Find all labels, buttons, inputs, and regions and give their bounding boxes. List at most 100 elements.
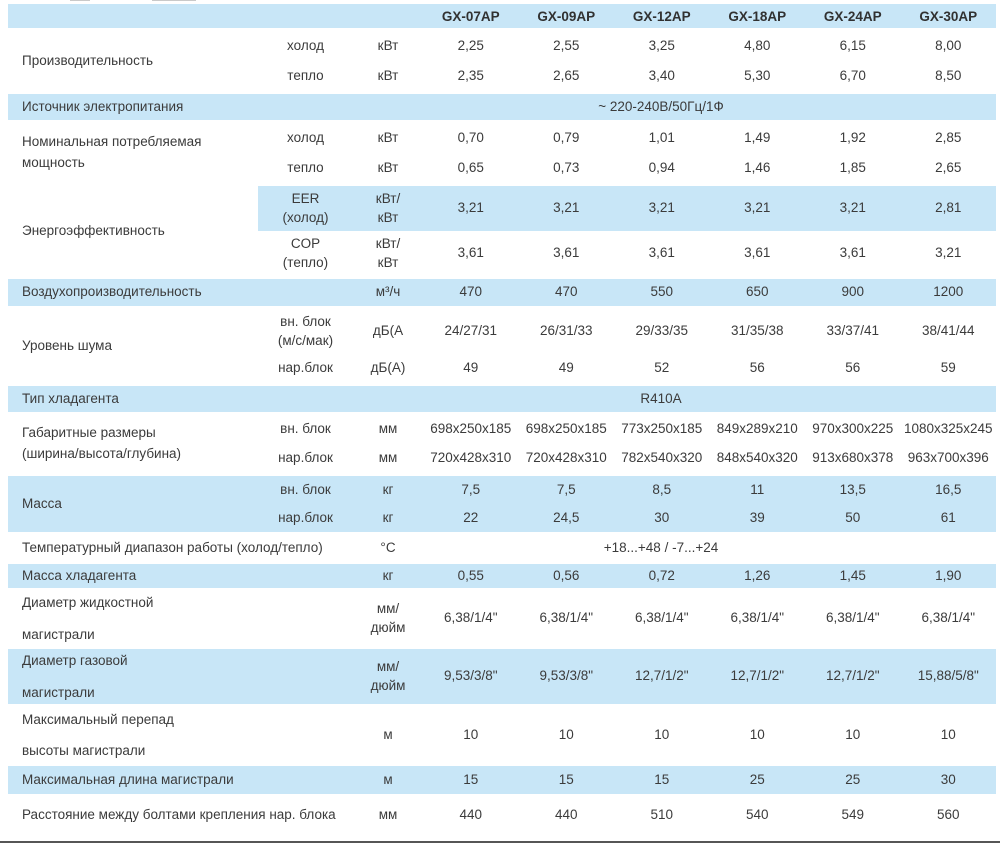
spec-label: Уровень шума (22, 337, 112, 353)
spec-unit: м (383, 771, 393, 787)
scan-artifact-line (70, 0, 90, 1)
spec-section: Максимальный перепад высоты магистрали м 1… (8, 707, 996, 763)
spec-value: 698x250x185 (525, 421, 607, 437)
spec-value: 12,7/1/2" (730, 668, 785, 684)
spec-value: 510 (650, 807, 674, 823)
spec-sublabel: вн. блок (280, 481, 331, 497)
spec-value: 3,21 (518, 186, 614, 231)
spec-unit: кг (382, 567, 394, 583)
spec-value: 30 (654, 509, 670, 525)
spec-value: 0,73 (553, 159, 580, 175)
model-header: GX-09AP (537, 8, 596, 24)
spec-value: 56 (845, 360, 861, 376)
spec-section: Источник электропитания ~ 220-240В/50Гц/1… (8, 94, 996, 120)
spec-value: 8,5 (652, 481, 672, 497)
spec-value: 560 (936, 807, 960, 823)
spec-value: 970x300x225 (812, 421, 894, 437)
spec-value: 1,45 (839, 567, 866, 583)
spec-value: 720x428x310 (525, 450, 607, 466)
spec-value: 3,21 (709, 186, 805, 231)
spec-value: 650 (745, 284, 769, 300)
spec-sublabel: холод (287, 37, 324, 53)
spec-sublabel: нар.блок (278, 450, 333, 466)
spec-value: 0,65 (457, 159, 484, 175)
spec-value: 24,5 (553, 509, 580, 525)
spec-unit: кг (382, 509, 394, 525)
spec-section: Тип хладагента R410A (8, 386, 996, 412)
spec-value: 10 (654, 726, 670, 742)
spec-unit: кг (382, 481, 394, 497)
spec-unit: мм (378, 807, 398, 823)
spec-label: Максимальная длина магистрали (22, 771, 234, 787)
spec-sublabel: нар.блок (278, 360, 333, 376)
spec-value: 2,25 (457, 37, 484, 53)
spec-section: Масса вн. блок кг 7,5 7,5 8,5 11 13,5 16,5 нар.бл… (8, 476, 996, 532)
spec-value: 3,21 (614, 186, 710, 231)
spec-value: 848x540x320 (716, 450, 798, 466)
spec-value: 3,61 (648, 245, 675, 261)
spec-label: Диаметр газовой магистрали (22, 653, 128, 700)
spec-value: 6,70 (839, 67, 866, 83)
spec-value: 1,49 (744, 129, 771, 145)
spec-value: 3,40 (648, 67, 675, 83)
spec-value: 1,90 (935, 567, 962, 583)
spec-value: 30 (940, 771, 956, 787)
spec-value: 7,5 (556, 481, 576, 497)
spec-value: 6,38/1/4" (443, 610, 498, 626)
spec-value: 0,79 (553, 129, 580, 145)
spec-section: Расстояние между болтами крепления нар. … (8, 797, 996, 834)
spec-label: Масса (22, 495, 62, 511)
spec-value: 6,15 (839, 37, 866, 53)
spec-value: 1,92 (839, 129, 866, 145)
spec-value-span: ~ 220-240В/50Гц/1Ф (598, 98, 724, 114)
spec-section: Масса хладагента кг 0,55 0,56 0,72 1,26 1,45 1,… (8, 564, 996, 588)
spec-unit: м³/ч (375, 284, 401, 300)
spec-section: Воздухопроизводительность м³/ч 470 470 550 65… (8, 279, 996, 306)
spec-value: 0,70 (457, 129, 484, 145)
bottom-border-line (0, 841, 1000, 843)
spec-unit: дБ(А (372, 323, 404, 339)
spec-unit: кВт (377, 67, 399, 83)
spec-unit: кВт/ кВт (375, 236, 401, 270)
spec-value: 25 (749, 771, 765, 787)
spec-value: 963x700x396 (907, 450, 989, 466)
spec-section: Уровень шума вн. блок (м/с/мак) дБ(А 24/27/… (8, 309, 996, 383)
spec-value: 3,61 (553, 245, 580, 261)
spec-value: 782x540x320 (621, 450, 703, 466)
model-header: GX-18AP (728, 8, 787, 24)
model-header: GX-07AP (441, 8, 500, 24)
spec-value: 5,30 (744, 67, 771, 83)
spec-section: Максимальная длина магистрали м 15 15 15 25 25… (8, 766, 996, 794)
spec-section: Производительность холод кВт 2,25 2,55 3,25 4,… (8, 31, 996, 91)
spec-value: 773x250x185 (621, 421, 703, 437)
spec-value: 56 (749, 360, 765, 376)
spec-value: 440 (459, 807, 483, 823)
spec-value: 8,00 (935, 37, 962, 53)
spec-label: Энергоэффективность (22, 222, 165, 238)
spec-unit: мм (378, 450, 398, 466)
spec-sublabel: нар.блок (278, 509, 333, 525)
spec-label: Максимальный перепад высоты магистрали (22, 711, 174, 758)
spec-value: 6,38/1/4" (634, 610, 689, 626)
spec-value: 1,46 (744, 159, 771, 175)
spec-value: 22 (463, 509, 479, 525)
spec-value: 61 (940, 509, 956, 525)
spec-value: 10 (940, 726, 956, 742)
spec-label: Тип хладагента (22, 390, 119, 406)
spec-value: 10 (463, 726, 479, 742)
spec-value: 15 (558, 771, 574, 787)
spec-value: 3,61 (457, 245, 484, 261)
spec-value: 849x289x210 (716, 421, 798, 437)
spec-value: 6,38/1/4" (539, 610, 594, 626)
spec-section: Габаритные размеры (ширина/высота/глубин… (8, 415, 996, 473)
spec-value: 26/31/33 (539, 323, 593, 339)
spec-label: Масса хладагента (22, 567, 137, 583)
spec-value: 38/41/44 (921, 323, 975, 339)
spec-unit: мм/ дюйм (370, 601, 406, 635)
spec-value: 3,25 (648, 37, 675, 53)
spec-value: 15 (654, 771, 670, 787)
spec-value: 29/33/35 (635, 323, 689, 339)
spec-value: 900 (841, 284, 865, 300)
spec-unit: м (383, 726, 393, 742)
spec-value: 720x428x310 (430, 450, 512, 466)
